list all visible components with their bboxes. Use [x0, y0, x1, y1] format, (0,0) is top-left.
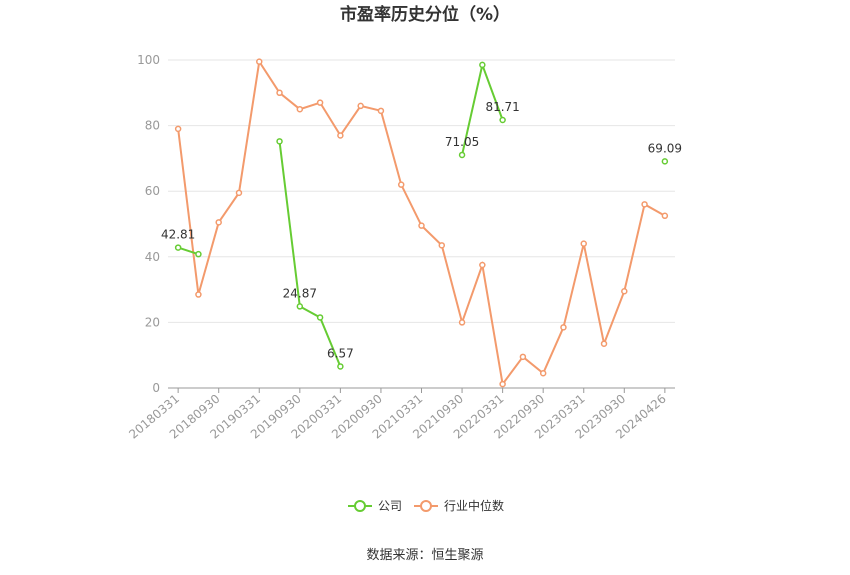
y-tick-label: 20: [145, 315, 160, 329]
data-point: [296, 303, 304, 310]
data-point: [296, 105, 304, 113]
x-axis: 2018033120180930201903312019093020200331…: [126, 387, 675, 442]
data-label: 42.81: [161, 228, 195, 242]
chart-title: 市盈率历史分位（%）: [340, 4, 510, 25]
data-point: [519, 353, 527, 361]
y-tick-label: 100: [137, 53, 160, 67]
data-point: [397, 181, 405, 188]
data-label: 71.05: [445, 135, 479, 149]
data-point: [256, 58, 263, 65]
series-line: [177, 246, 199, 256]
legend-marker: [420, 500, 432, 512]
data-point: [316, 314, 324, 321]
data-point: [499, 116, 506, 124]
y-tick-label: 0: [152, 381, 160, 395]
legend-marker: [354, 500, 366, 512]
data-point: [560, 324, 567, 331]
legend-item[interactable]: 公司: [348, 499, 402, 513]
data-point: [174, 244, 182, 251]
data-point: [418, 222, 425, 229]
data-point: [215, 219, 222, 226]
data-label: 6.57: [327, 346, 354, 360]
y-tick-label: 40: [145, 250, 160, 264]
data-point: [580, 240, 587, 247]
data-point: [479, 261, 486, 269]
data-point: [539, 369, 547, 377]
series-layer: [174, 58, 669, 388]
grid: [168, 59, 675, 323]
data-point: [195, 250, 202, 258]
legend-label: 行业中位数: [444, 498, 504, 513]
source-note: 数据来源：恒生聚源: [366, 548, 483, 563]
legend[interactable]: 公司 行业中位数: [348, 498, 504, 513]
data-point: [458, 151, 466, 159]
data-point: [377, 107, 385, 115]
data-point: [499, 380, 506, 388]
legend-label: 公司: [378, 499, 402, 513]
data-labels: 42.81 24.87 6.57 71.05 81.71 69.09: [161, 100, 682, 360]
data-point: [621, 287, 628, 295]
legend-item[interactable]: 行业中位数: [414, 498, 504, 513]
data-point: [661, 158, 669, 165]
data-point: [276, 138, 283, 145]
y-tick-label: 80: [145, 119, 160, 133]
data-point: [337, 363, 344, 370]
y-tick-label: 60: [145, 184, 160, 198]
y-axis: 0 20 40 60 80 100: [137, 53, 160, 395]
data-point: [316, 99, 324, 106]
data-label: 81.71: [485, 100, 519, 114]
data-point: [337, 132, 344, 139]
data-point: [276, 89, 283, 97]
data-label: 69.09: [648, 141, 682, 155]
data-point: [174, 125, 182, 133]
series-line: [278, 141, 342, 367]
data-point: [235, 189, 243, 197]
data-point: [458, 319, 466, 326]
data-point: [641, 201, 648, 208]
data-point: [661, 212, 669, 220]
data-label: 24.87: [283, 286, 317, 300]
data-point: [438, 242, 446, 249]
data-point: [357, 102, 364, 110]
data-point: [195, 291, 202, 298]
data-point: [600, 340, 608, 347]
data-point: [479, 61, 486, 69]
